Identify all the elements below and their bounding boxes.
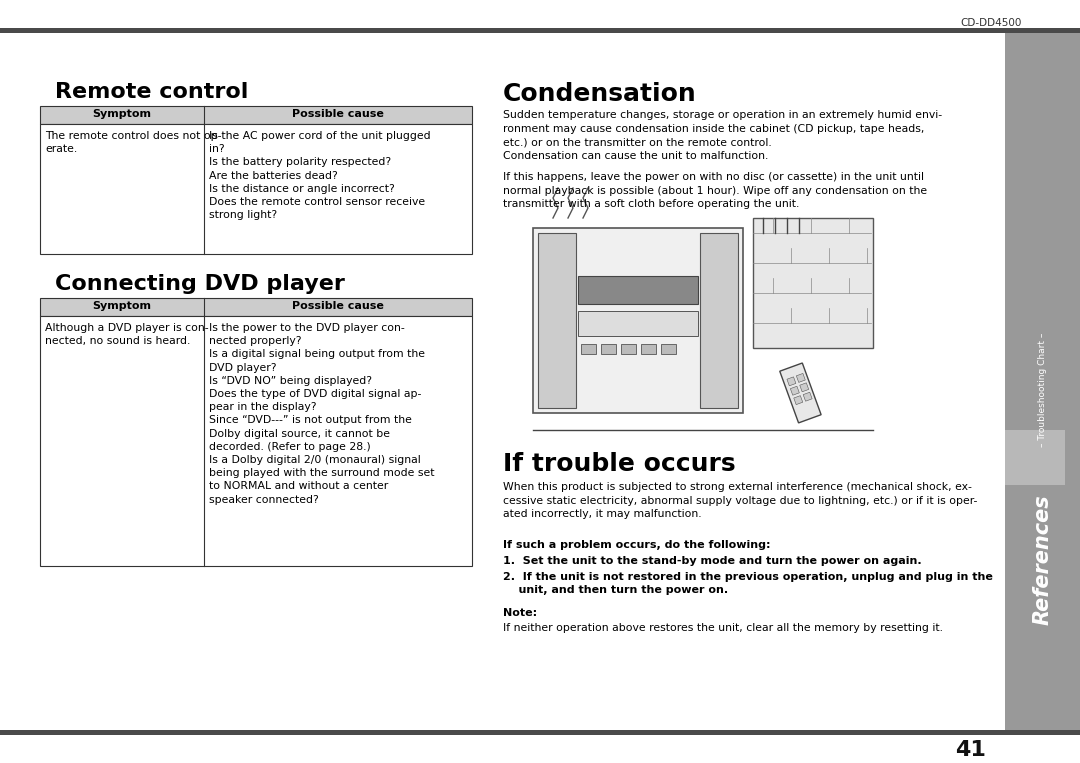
Text: The remote control does not op-
erate.: The remote control does not op- erate.: [45, 131, 221, 154]
Text: Possible cause: Possible cause: [293, 301, 384, 311]
Bar: [700, 233, 738, 408]
Text: Symptom: Symptom: [93, 301, 151, 311]
Text: – Troubleshooting Chart –: – Troubleshooting Chart –: [1038, 333, 1047, 447]
Text: Connecting DVD player: Connecting DVD player: [55, 274, 345, 294]
Bar: [0, 730, 1080, 735]
Text: If this happens, leave the power on with no disc (or cassette) in the unit until: If this happens, leave the power on with…: [503, 172, 927, 209]
Text: Note:: Note:: [503, 608, 537, 618]
Bar: [661, 344, 676, 354]
Text: 1.  Set the unit to the stand-by mode and turn the power on again.: 1. Set the unit to the stand-by mode and…: [503, 556, 921, 566]
Text: If such a problem occurs, do the following:: If such a problem occurs, do the followi…: [503, 540, 770, 550]
Text: If neither operation above restores the unit, clear all the memory by resetting : If neither operation above restores the …: [503, 623, 943, 633]
Text: Although a DVD player is con-
nected, no sound is heard.: Although a DVD player is con- nected, no…: [45, 323, 208, 346]
Bar: [791, 386, 799, 395]
Bar: [538, 233, 576, 408]
Text: Is the AC power cord of the unit plugged
in?
Is the battery polarity respected?
: Is the AC power cord of the unit plugged…: [210, 131, 431, 221]
Text: Symptom: Symptom: [93, 109, 151, 119]
Text: 41: 41: [955, 740, 986, 760]
Bar: [40, 298, 472, 316]
Bar: [600, 344, 616, 354]
Bar: [796, 373, 806, 382]
Text: Possible cause: Possible cause: [293, 109, 384, 119]
Text: CD-DD4500: CD-DD4500: [960, 18, 1022, 28]
Bar: [581, 344, 596, 354]
Bar: [804, 392, 812, 401]
Text: 2.  If the unit is not restored in the previous operation, unplug and plug in th: 2. If the unit is not restored in the pr…: [503, 572, 993, 595]
Bar: [40, 124, 472, 254]
Bar: [800, 383, 809, 391]
Bar: [40, 106, 472, 124]
Bar: [0, 28, 1080, 33]
Text: When this product is subjected to strong external interference (mechanical shock: When this product is subjected to strong…: [503, 482, 977, 519]
Bar: [794, 396, 802, 404]
Bar: [1005, 33, 1080, 730]
Bar: [578, 276, 698, 304]
Bar: [787, 377, 796, 386]
Text: References: References: [1032, 494, 1053, 626]
Bar: [1005, 430, 1065, 485]
Bar: [753, 218, 873, 348]
Bar: [534, 228, 743, 413]
Text: Remote control: Remote control: [55, 82, 248, 102]
Bar: [780, 363, 821, 423]
Bar: [621, 344, 636, 354]
Text: Is the power to the DVD player con-
nected properly?
Is a digital signal being o: Is the power to the DVD player con- nect…: [210, 323, 434, 504]
Text: Condensation: Condensation: [503, 82, 697, 106]
Bar: [642, 344, 656, 354]
Bar: [578, 311, 698, 336]
Bar: [40, 316, 472, 566]
Text: If trouble occurs: If trouble occurs: [503, 452, 735, 476]
Text: Sudden temperature changes, storage or operation in an extremely humid envi-
ron: Sudden temperature changes, storage or o…: [503, 110, 942, 161]
